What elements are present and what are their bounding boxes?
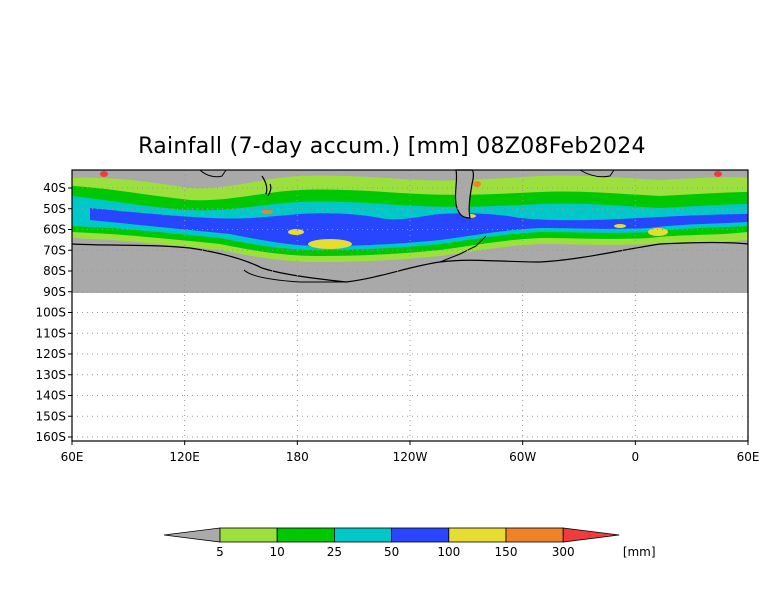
lat-tick-label: 110S	[35, 326, 66, 340]
lon-tick-label: 60E	[61, 450, 84, 464]
legend-threshold-label: 25	[327, 545, 342, 559]
legend-unit-label: [mm]	[623, 545, 656, 559]
lat-tick-label: 60S	[43, 223, 66, 237]
lat-tick-label: 70S	[43, 243, 66, 257]
color-legend: 5 10 25 50 100 150 300 [mm]	[163, 527, 656, 559]
legend-threshold-label: 150	[495, 545, 518, 559]
lat-tick-label: 100S	[35, 306, 66, 320]
legend-threshold-label: 100	[437, 545, 460, 559]
latitude-axis: 40S 50S 60S 70S 80S 90S 100S 110S 120S 130S 140S 15…	[35, 181, 72, 444]
lon-tick-label: 120W	[393, 450, 428, 464]
lat-tick-label: 140S	[35, 389, 66, 403]
legend-swatch	[505, 527, 564, 543]
lat-tick-label: 150S	[35, 409, 66, 423]
legend-threshold-label: 50	[384, 545, 399, 559]
lat-tick-label: 120S	[35, 347, 66, 361]
legend-right-arrow	[562, 527, 620, 543]
lat-tick-label: 50S	[43, 202, 66, 216]
lon-tick-label: 180	[286, 450, 309, 464]
lat-tick-label: 40S	[43, 181, 66, 195]
lat-tick-label: 80S	[43, 264, 66, 278]
lat-tick-label: 130S	[35, 368, 66, 382]
new-zealand-coast	[261, 175, 272, 197]
legend-swatch	[391, 527, 450, 543]
legend-threshold-label: 300	[552, 545, 575, 559]
legend-left-arrow	[163, 527, 221, 543]
legend-swatch	[276, 527, 335, 543]
legend-threshold-label: 5	[216, 545, 224, 559]
legend-threshold-label: 10	[270, 545, 285, 559]
lon-tick-label: 0	[632, 450, 640, 464]
legend-swatch	[448, 527, 507, 543]
south-america-coast	[454, 169, 475, 219]
legend-swatch	[333, 527, 392, 543]
map-title: Rainfall (7-day accum.) [mm] 08Z08Feb202…	[138, 134, 646, 159]
map-plot-area	[71, 169, 749, 442]
lat-tick-label: 90S	[43, 285, 66, 299]
lat-tick-label: 160S	[35, 430, 66, 444]
lon-tick-label: 60E	[737, 450, 760, 464]
longitude-axis: 60E 120E 180 120W 60W 0 60E	[61, 441, 760, 464]
lon-tick-label: 120E	[169, 450, 200, 464]
lon-tick-label: 60W	[509, 450, 536, 464]
legend-swatch	[219, 527, 278, 543]
grid-lines	[72, 170, 748, 441]
